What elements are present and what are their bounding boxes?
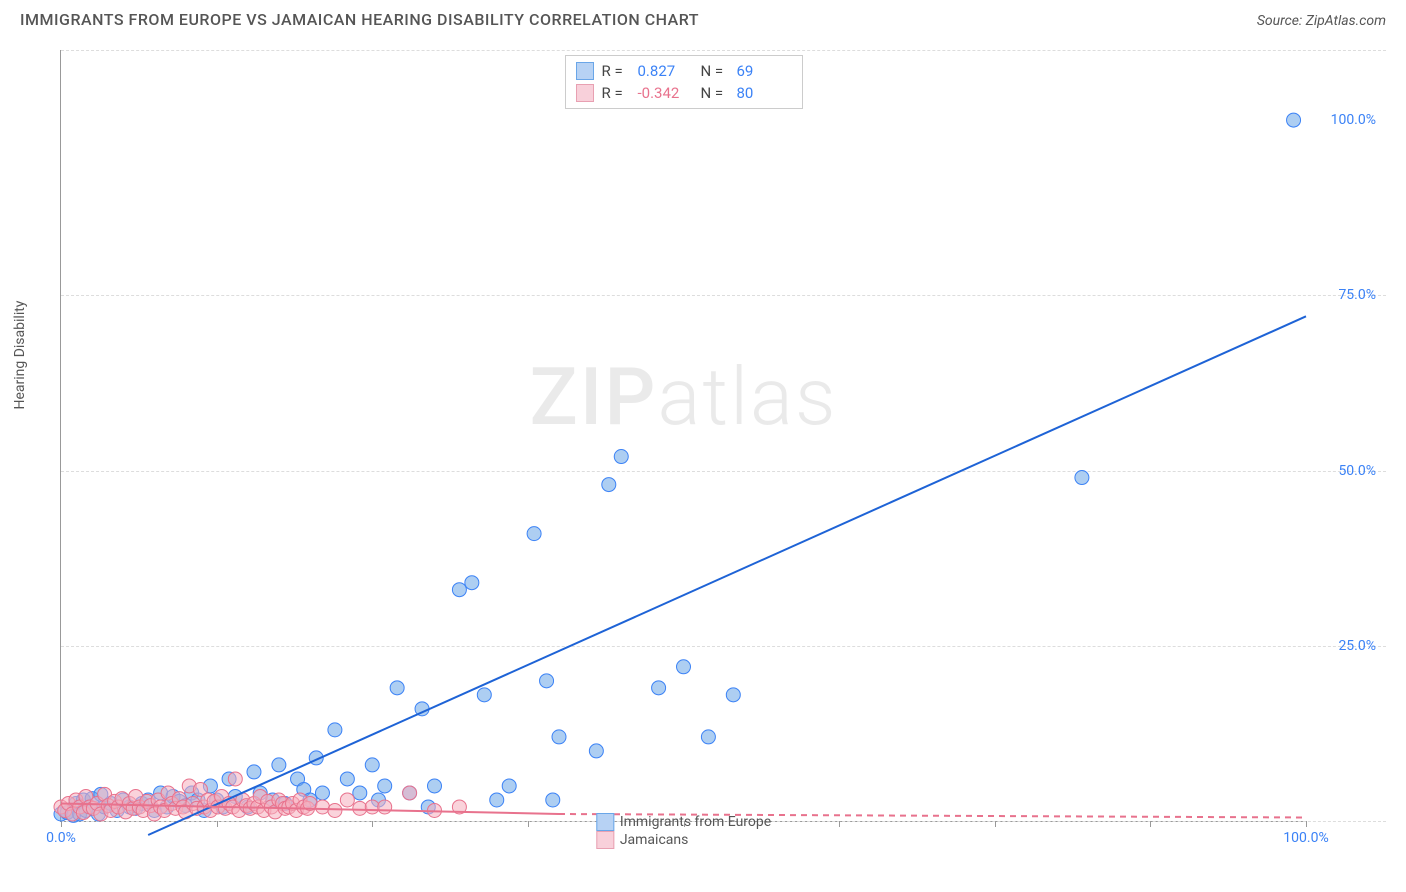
legend-correlation-box: R = 0.827 N = 69 R = -0.342 N = 80 (565, 55, 803, 109)
y-tick-label: 25.0% (1338, 638, 1376, 654)
legend-swatch (576, 84, 594, 102)
scatter-plot-svg (61, 50, 1306, 821)
scatter-point (328, 723, 342, 737)
scatter-point (315, 786, 329, 800)
scatter-point (701, 730, 715, 744)
legend-swatch (596, 831, 614, 849)
scatter-point (726, 688, 740, 702)
x-tick (61, 821, 62, 827)
scatter-point (652, 681, 666, 695)
scatter-point (378, 800, 392, 814)
scatter-point (403, 786, 417, 800)
source-name: ZipAtlas.com (1306, 13, 1386, 29)
legend-correlation-row: R = 0.827 N = 69 (576, 60, 792, 82)
scatter-point (589, 744, 603, 758)
x-tick-label: 100.0% (1283, 830, 1328, 846)
trend-line (148, 316, 1306, 835)
plot-area: ZIPatlas 25.0%50.0%75.0%100.0% 0.0%100.0… (60, 50, 1306, 822)
x-tick-label: 0.0% (46, 830, 76, 846)
n-label: N = (701, 84, 729, 102)
legend-series: Immigrants from Europe Jamaicans (596, 813, 771, 849)
n-value: 69 (737, 62, 792, 80)
r-label: R = (602, 62, 630, 80)
y-axis-label: Hearing Disability (12, 301, 28, 410)
x-tick (217, 821, 218, 827)
scatter-point (340, 793, 354, 807)
scatter-point (228, 772, 242, 786)
chart-container: Hearing Disability ZIPatlas 25.0%50.0%75… (50, 50, 1386, 862)
scatter-point (390, 681, 404, 695)
scatter-point (1075, 471, 1089, 485)
legend-series-label: Immigrants from Europe (620, 814, 771, 830)
scatter-point (378, 779, 392, 793)
scatter-point (465, 576, 479, 590)
source-attribution: Source: ZipAtlas.com (1257, 13, 1386, 29)
y-tick-label: 75.0% (1338, 287, 1376, 303)
chart-title: IMMIGRANTS FROM EUROPE VS JAMAICAN HEARI… (20, 10, 699, 29)
x-tick (1150, 821, 1151, 827)
scatter-point (353, 786, 367, 800)
legend-correlation-row: R = -0.342 N = 80 (576, 82, 792, 104)
x-tick (372, 821, 373, 827)
n-value: 80 (737, 84, 792, 102)
scatter-point (353, 801, 367, 815)
scatter-point (1287, 113, 1301, 127)
scatter-point (452, 583, 466, 597)
scatter-point (365, 800, 379, 814)
y-tick-label: 50.0% (1338, 463, 1376, 479)
title-bar: IMMIGRANTS FROM EUROPE VS JAMAICAN HEARI… (0, 0, 1406, 34)
legend-series-item: Jamaicans (596, 831, 771, 849)
scatter-point (552, 730, 566, 744)
scatter-point (272, 758, 286, 772)
r-label: R = (602, 84, 630, 102)
scatter-point (527, 527, 541, 541)
scatter-point (247, 765, 261, 779)
n-label: N = (701, 62, 729, 80)
scatter-point (614, 450, 628, 464)
scatter-point (546, 793, 560, 807)
scatter-point (502, 779, 516, 793)
scatter-point (477, 688, 491, 702)
scatter-point (602, 478, 616, 492)
x-tick (528, 821, 529, 827)
scatter-point (540, 674, 554, 688)
scatter-point (315, 800, 329, 814)
scatter-point (365, 758, 379, 772)
scatter-point (677, 660, 691, 674)
legend-series-item: Immigrants from Europe (596, 813, 771, 831)
x-tick (995, 821, 996, 827)
r-value: -0.342 (638, 84, 693, 102)
r-value: 0.827 (638, 62, 693, 80)
legend-swatch (596, 813, 614, 831)
legend-swatch (576, 62, 594, 80)
scatter-point (328, 803, 342, 817)
scatter-point (340, 772, 354, 786)
legend-series-label: Jamaicans (620, 832, 689, 848)
scatter-point (490, 793, 504, 807)
scatter-point (428, 779, 442, 793)
x-tick (1306, 821, 1307, 827)
x-tick (839, 821, 840, 827)
y-tick-label: 100.0% (1331, 112, 1376, 128)
source-label: Source: (1257, 13, 1302, 29)
